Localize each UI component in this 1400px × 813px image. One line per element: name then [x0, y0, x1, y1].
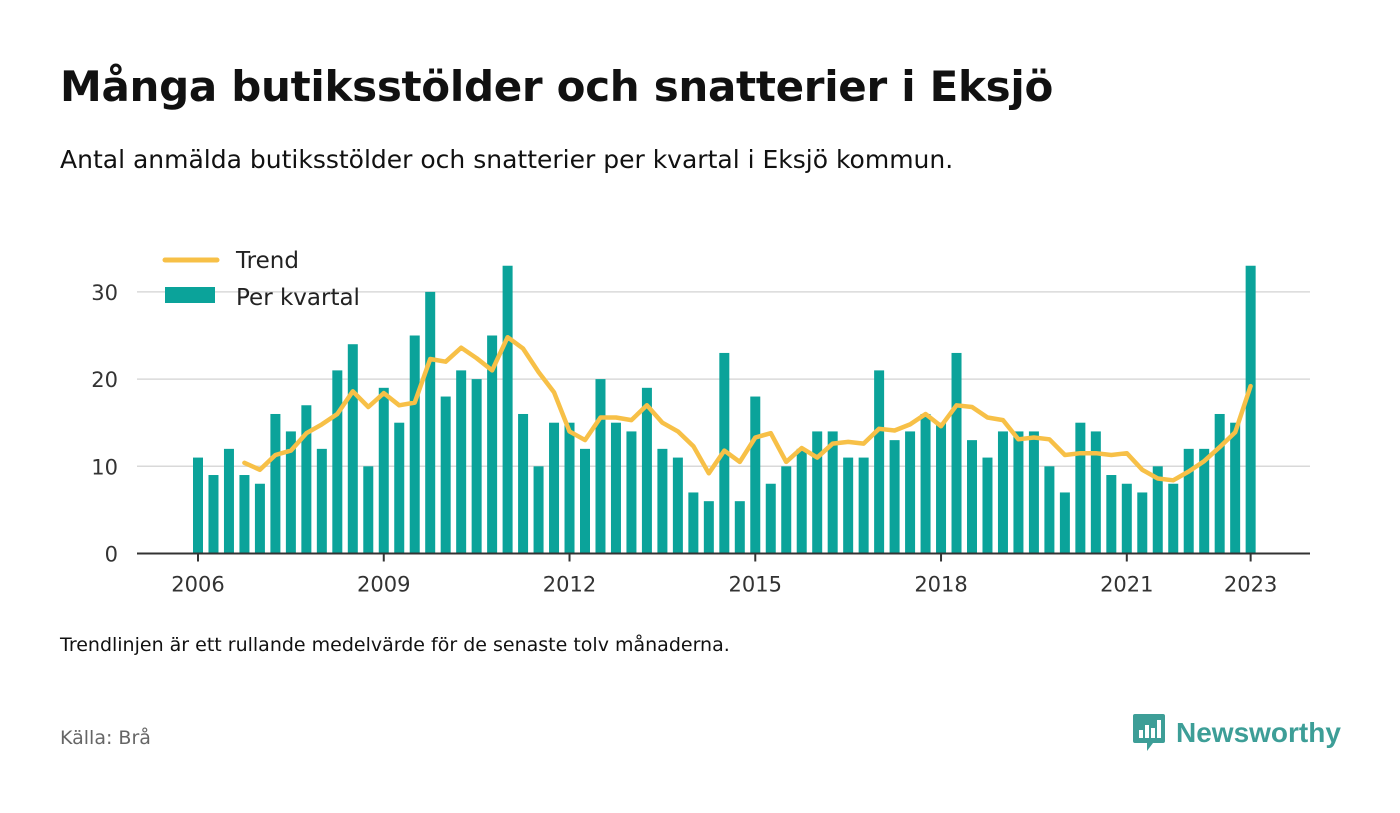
- bar: [378, 387, 389, 554]
- bar: [688, 492, 699, 554]
- bar: [1152, 466, 1163, 554]
- bar: [254, 483, 265, 554]
- bar: [920, 413, 931, 554]
- x-tick-label: 2023: [1224, 573, 1277, 597]
- legend-trend-label: Trend: [235, 248, 299, 274]
- bar: [595, 379, 606, 554]
- bar: [363, 466, 374, 554]
- legend-bar-swatch: [165, 287, 215, 303]
- bar: [347, 344, 358, 554]
- bar: [610, 422, 621, 554]
- bar: [394, 422, 405, 554]
- bar: [471, 379, 482, 554]
- bar: [827, 431, 838, 554]
- x-tick-label: 2015: [729, 573, 782, 597]
- bar: [440, 396, 451, 554]
- bar: [796, 448, 807, 554]
- bar: [270, 413, 281, 554]
- newsworthy-logo: Newsworthy: [1132, 710, 1341, 756]
- newsworthy-logo-text: Newsworthy: [1176, 717, 1341, 748]
- bar: [1183, 448, 1194, 554]
- bar: [1044, 466, 1055, 554]
- chart-subtitle: Antal anmälda butiksstölder och snatteri…: [60, 145, 954, 174]
- bar: [874, 370, 885, 554]
- bar: [967, 440, 977, 554]
- y-tick-label: 0: [105, 543, 118, 567]
- bar: [765, 483, 776, 554]
- bar: [1199, 448, 1210, 554]
- bar: [626, 431, 637, 554]
- bar: [316, 448, 327, 554]
- trend-line-layer: [242, 334, 1253, 483]
- bar: [1245, 265, 1256, 554]
- bar: [1075, 422, 1086, 554]
- y-tick-label: 10: [91, 455, 118, 479]
- x-tick-label: 2018: [914, 573, 967, 597]
- bar: [1121, 483, 1132, 554]
- bar: [843, 457, 854, 554]
- bar: [193, 457, 203, 554]
- chart-title: Många butiksstölder och snatterier i Eks…: [60, 62, 1054, 111]
- bar: [1059, 492, 1070, 554]
- newsworthy-logo-icon: [1133, 714, 1165, 751]
- footnote: Trendlinjen är ett rullande medelvärde f…: [60, 634, 730, 656]
- y-tick-label: 30: [91, 281, 118, 305]
- bar: [533, 466, 544, 554]
- y-tick-label: 20: [91, 368, 118, 392]
- bar: [936, 422, 947, 554]
- x-tick-label: 2009: [357, 573, 410, 597]
- legend-bar-label: Per kvartal: [236, 285, 360, 311]
- grid-lines: 0 10 20 30: [91, 281, 1310, 567]
- x-tick-label: 2021: [1100, 573, 1153, 597]
- bar: [223, 448, 234, 554]
- bar: [502, 265, 513, 554]
- bar: [905, 431, 916, 554]
- bar: [301, 405, 312, 554]
- bar: [518, 413, 529, 554]
- bar: [858, 457, 869, 554]
- bar: [1230, 422, 1241, 554]
- trend-line: [242, 334, 1253, 483]
- bar: [208, 475, 219, 554]
- bar: [657, 448, 668, 554]
- bar: [951, 352, 962, 554]
- bar: [703, 501, 714, 554]
- bar: [1168, 483, 1179, 554]
- bar: [982, 457, 993, 554]
- x-tick-label: 2006: [171, 573, 224, 597]
- bar: [409, 335, 420, 554]
- bar: [487, 335, 498, 554]
- bar: [1013, 431, 1024, 554]
- bar: [1137, 492, 1148, 554]
- source-credit: Källa: Brå: [60, 727, 151, 749]
- bar: [997, 431, 1008, 554]
- bar: [1214, 413, 1225, 554]
- bar: [285, 431, 296, 554]
- bar: [889, 440, 900, 554]
- bar: [781, 466, 792, 554]
- bar: [549, 422, 560, 554]
- bar: [564, 422, 575, 554]
- bar: [812, 431, 823, 554]
- x-axis: 2006 2009 2012 2015 2018 2021 2023: [137, 552, 1310, 597]
- bar: [1090, 431, 1101, 554]
- bar: [580, 448, 590, 554]
- bar: [1028, 431, 1039, 554]
- bar: [1106, 475, 1117, 554]
- bars-per-kvartal: [193, 265, 1256, 554]
- bar: [425, 291, 436, 554]
- x-tick-label: 2012: [543, 573, 596, 597]
- bar: [456, 370, 467, 554]
- bar: [672, 457, 683, 554]
- legend: Trend Per kvartal: [162, 248, 360, 311]
- bar: [734, 501, 745, 554]
- bar: [750, 396, 761, 554]
- bar: [641, 387, 652, 554]
- bar: [239, 475, 250, 554]
- bar: [332, 370, 343, 554]
